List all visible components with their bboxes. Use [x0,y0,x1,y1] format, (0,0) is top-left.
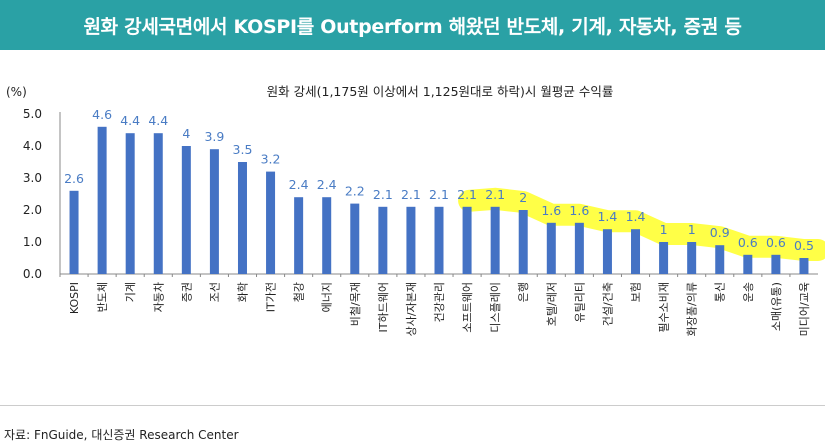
data-label: 1 [688,222,696,237]
chart-title: 원화 강세(1,175원 이상에서 1,125원대로 하락)시 월평균 수익률 [267,84,614,99]
bar [237,162,247,274]
bar [546,222,556,274]
bar [350,203,360,274]
footer-divider [0,405,825,406]
data-label: 0.6 [738,235,758,250]
y-tick-label: 2.0 [23,203,42,217]
x-tick-label: 소매(유통) [770,282,783,331]
data-label: 1.6 [541,203,561,218]
bar [266,171,276,274]
bar [743,254,753,274]
bar [490,206,500,274]
bar [378,206,388,274]
source-note: 자료: FnGuide, 대신증권 Research Center [4,428,239,442]
page-title: 원화 강세국면에서 KOSPI를 Outperform 해왔던 반도체, 기계,… [83,16,742,38]
x-tick-label: 보험 [630,282,643,302]
data-label: 4.4 [120,113,140,128]
x-tick-label: 필수소비재 [658,282,671,333]
y-tick-label: 5.0 [23,107,42,121]
bar [406,206,416,274]
data-label: 4 [182,126,190,141]
bar [294,197,304,274]
y-tick-label: 0.0 [23,267,42,281]
bar [97,126,107,274]
data-label: 1.6 [569,203,589,218]
bar [209,149,219,274]
x-tick-label: KOSPI [68,282,81,314]
bar [659,242,669,274]
data-label: 2.6 [64,171,84,186]
x-tick-label: 건강관리 [433,282,446,322]
y-tick-label: 4.0 [23,139,42,153]
bar [181,146,191,274]
data-label: 2.1 [373,187,393,202]
x-tick-label: 은행 [517,282,530,302]
data-label: 1 [660,222,668,237]
data-label: 4.4 [148,113,168,128]
bar [322,197,332,274]
header-banner: 원화 강세국면에서 KOSPI를 Outperform 해왔던 반도체, 기계,… [0,0,825,50]
x-tick-label: IT하드웨어 [376,282,390,332]
x-tick-label: 미디어/교육 [798,282,811,336]
x-tick-label: 소프트웨어 [461,282,474,333]
x-tick-label: 조선 [208,282,221,302]
data-label: 3.9 [204,129,224,144]
data-label: 2.1 [485,187,505,202]
highlight-marker [458,187,825,261]
x-tick-label: 상사/자본재 [405,282,418,336]
data-label: 2.1 [457,187,477,202]
x-tick-label: 건설/건축 [601,282,614,326]
bar [153,133,163,274]
data-label: 0.5 [794,238,814,253]
y-tick-label: 3.0 [23,171,42,185]
x-tick-label: 자동차 [152,282,165,312]
data-label: 2 [519,190,527,205]
x-tick-label: 화장품/의류 [686,282,699,336]
bar [69,190,79,274]
x-tick-label: 통신 [714,282,727,302]
x-tick-label: 디스플레이 [489,282,502,333]
x-tick-label: 호텔/레저 [545,282,558,326]
bar [602,229,612,274]
data-label: 2.2 [345,184,365,199]
bar [574,222,584,274]
data-label: 0.9 [710,225,730,240]
bar [125,133,135,274]
data-label: 2.4 [317,177,337,192]
x-tick-label: 기계 [124,282,137,302]
data-label: 2.4 [289,177,309,192]
x-tick-label: 철강 [293,282,306,302]
x-tick-label: 운송 [742,282,755,302]
x-tick-label: 화학 [236,282,249,302]
y-tick-label: 1.0 [23,235,42,249]
bar [631,229,641,274]
x-tick-label: IT가전 [265,282,278,312]
data-label: 3.2 [261,152,281,167]
x-tick-label: 증권 [180,282,193,302]
bar [715,245,725,274]
data-label: 4.6 [92,107,112,122]
y-axis-label: (%) [6,85,27,99]
x-tick-label: 유틸리티 [573,282,586,322]
bar [434,206,444,274]
bar [771,254,781,274]
data-label: 2.1 [429,187,449,202]
x-tick-label: 반도체 [96,282,109,312]
data-label: 0.6 [766,235,786,250]
bar [687,242,697,274]
x-tick-label: 에너지 [321,282,334,312]
bar [462,206,472,274]
bar [799,258,809,274]
x-tick-label: 비철/목재 [349,282,362,326]
data-label: 3.5 [233,142,253,157]
data-label: 2.1 [401,187,421,202]
data-label: 1.4 [626,209,646,224]
bar [518,210,528,274]
data-label: 1.4 [597,209,617,224]
